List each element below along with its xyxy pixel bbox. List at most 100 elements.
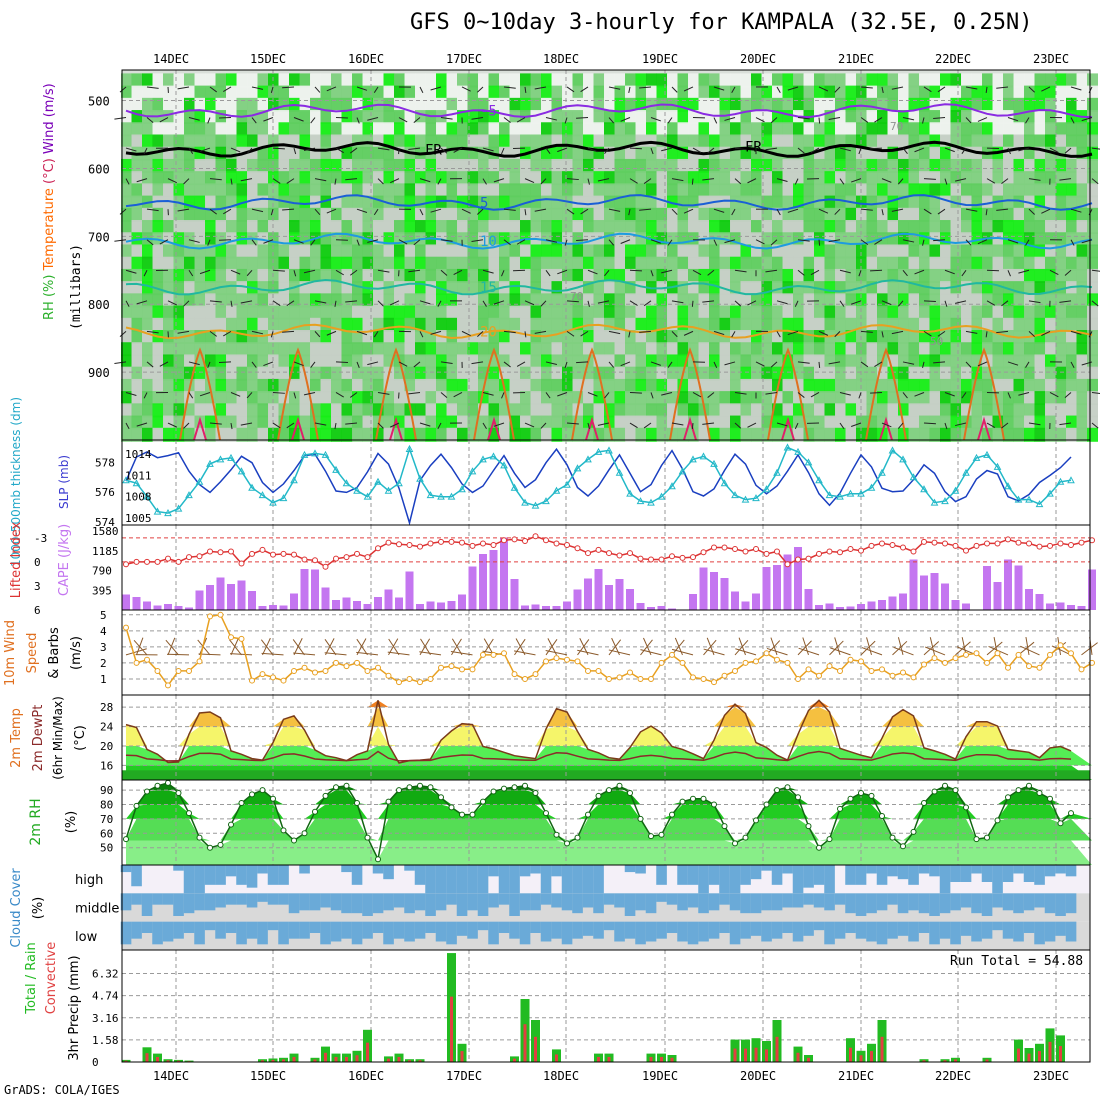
precip-convective-bar xyxy=(334,1056,338,1062)
rh-cell xyxy=(898,195,909,210)
rh-cell xyxy=(562,391,573,406)
rh-cell xyxy=(404,220,416,235)
rh-cell xyxy=(194,73,206,88)
cloud-cell xyxy=(603,921,615,931)
wind-barb xyxy=(628,331,631,338)
cloud-cell xyxy=(981,865,993,882)
wind-barb xyxy=(734,391,747,395)
rh-cell xyxy=(310,122,321,137)
rh-cell xyxy=(173,293,185,308)
cloud-cell xyxy=(666,893,678,905)
cloud-cell xyxy=(456,865,468,894)
rh-cell xyxy=(499,146,510,161)
rh-cell xyxy=(289,146,300,161)
rh-cell xyxy=(572,110,584,125)
wind-speed-line-marker xyxy=(532,671,539,678)
wind-barb xyxy=(818,117,821,124)
rh-cell xyxy=(509,415,521,430)
cloud-cell xyxy=(194,921,205,945)
rh-cell xyxy=(1045,73,1056,88)
wind-barb xyxy=(437,300,442,307)
rh-cell xyxy=(362,427,374,442)
precip-convective-bar xyxy=(1038,1051,1041,1062)
wind-speed-line-marker xyxy=(753,658,759,665)
rh-cell xyxy=(436,268,447,283)
wind-label: 10m Wind xyxy=(3,620,18,686)
lifted-index-line-marker xyxy=(669,553,675,560)
cloud-cell xyxy=(141,921,153,933)
cloud-cell xyxy=(152,893,163,905)
rh-cell xyxy=(415,110,426,125)
rh-cell xyxy=(782,317,794,332)
rh-cell xyxy=(205,195,216,210)
rh-cell xyxy=(289,85,300,100)
wind-barb xyxy=(286,300,295,307)
rh-cell xyxy=(226,207,237,222)
cloud-cell xyxy=(824,865,835,894)
lifted-index-line-marker xyxy=(543,537,549,544)
cape-bar xyxy=(1056,602,1065,610)
rh-cell xyxy=(362,97,374,112)
rh-cell xyxy=(215,268,227,283)
rh-cell xyxy=(992,207,1004,222)
rh-cell xyxy=(698,366,710,381)
rh-cell xyxy=(950,232,962,247)
rh-cell xyxy=(373,207,384,222)
rh-cell xyxy=(562,232,573,247)
rh-cell xyxy=(299,342,311,357)
rh-cell xyxy=(814,256,825,271)
wind-barb xyxy=(933,117,946,119)
rh-cell xyxy=(583,85,594,100)
cloud-cell xyxy=(383,865,394,880)
rh-cell xyxy=(215,317,227,332)
rh-cell xyxy=(793,354,804,369)
rh-cell xyxy=(919,183,930,198)
rh-cell xyxy=(163,354,174,369)
rh-cell xyxy=(1024,268,1035,283)
rh-cell xyxy=(142,403,153,418)
rh-cell xyxy=(331,378,342,393)
rh-cell xyxy=(310,97,321,112)
rh-cell xyxy=(646,403,657,418)
cloud-cell xyxy=(383,921,394,945)
rh-cell xyxy=(940,427,951,442)
wind-speed-line-marker xyxy=(564,656,570,663)
rh-cell xyxy=(992,256,1004,271)
wind-speed-line-marker xyxy=(889,672,896,679)
rh-cell xyxy=(614,122,626,137)
rh-cell xyxy=(415,427,426,442)
rh-cell xyxy=(835,281,846,296)
wind-barb xyxy=(776,300,788,305)
rh-cell xyxy=(320,342,332,357)
li-label: Lifted Index xyxy=(9,521,24,598)
rh-cell xyxy=(152,134,164,149)
rh-cell xyxy=(394,330,405,345)
rh-cell xyxy=(856,293,867,308)
rh-cell xyxy=(205,244,216,259)
rh-cell xyxy=(1055,256,1067,271)
rh-cell xyxy=(908,281,920,296)
rh-cell xyxy=(835,391,846,406)
rh-cell xyxy=(1034,293,1046,308)
wind-barb xyxy=(860,117,869,123)
rh-cell xyxy=(646,85,657,100)
thickness-line-marker xyxy=(552,486,561,494)
rh-line-marker xyxy=(133,802,140,809)
rh-cell xyxy=(142,73,153,88)
rh-cell xyxy=(824,110,836,125)
rh-cell xyxy=(730,146,741,161)
rh-cell xyxy=(562,305,573,320)
rh-cell xyxy=(226,256,237,271)
rh-cell xyxy=(205,317,216,332)
wind-barb xyxy=(587,392,598,397)
rh-cell xyxy=(446,415,458,430)
wind-barb-10m xyxy=(125,648,147,656)
rh-cell xyxy=(677,97,689,112)
rh-cell xyxy=(709,415,720,430)
rh-cell xyxy=(131,342,143,357)
rh-cell xyxy=(373,134,384,149)
rh-cell xyxy=(131,158,143,173)
rh-cell xyxy=(436,134,447,149)
wind-barb xyxy=(335,239,348,241)
rh-cell xyxy=(341,391,353,406)
